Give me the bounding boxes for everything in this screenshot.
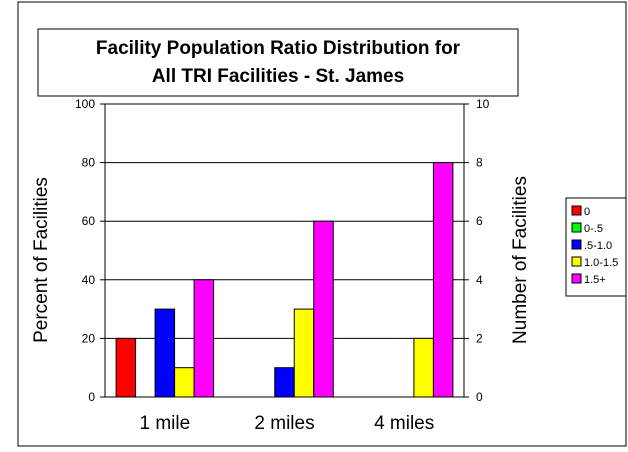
legend-swatch xyxy=(571,222,582,233)
y-tick-label: 40 xyxy=(82,273,96,287)
y-tick-label: 60 xyxy=(82,214,96,228)
legend-swatch xyxy=(571,239,582,250)
bar-1-5--2 xyxy=(432,162,454,398)
chart-title-line-2: All TRI Facilities - St. James xyxy=(152,66,404,87)
x-tick-label: 2 miles xyxy=(254,413,314,434)
legend-label: 1.5+ xyxy=(584,274,606,286)
bar-1-0-1-5-2 xyxy=(413,337,434,398)
legend-swatch xyxy=(571,273,582,284)
bars xyxy=(115,162,454,398)
y2-axis-label: Number of Facilities xyxy=(510,176,531,344)
bar-1-0-1-5-0 xyxy=(174,367,195,398)
bar--5-1-0-1 xyxy=(274,367,295,398)
y2-tick-label: 0 xyxy=(476,390,483,404)
x-axis-labels: 1 mile 2 miles 4 miles xyxy=(139,413,434,434)
right-axis-ticks: 0 2 4 6 8 10 xyxy=(464,97,490,404)
legend-swatch xyxy=(571,256,582,267)
y-tick-label: 20 xyxy=(82,331,96,345)
y2-tick-label: 4 xyxy=(476,273,483,287)
bar--5-1-0-0 xyxy=(154,308,176,398)
y-tick-label: 100 xyxy=(75,97,95,111)
bar-0-0 xyxy=(115,337,137,398)
y2-tick-label: 8 xyxy=(476,156,483,170)
y2-tick-label: 6 xyxy=(476,214,483,228)
title-box xyxy=(37,28,519,97)
y-tick-label: 0 xyxy=(88,390,95,404)
legend-swatch xyxy=(571,205,582,216)
y-axis-label: Percent of Facilities xyxy=(31,177,52,343)
bar-1-5--0 xyxy=(193,279,215,398)
bar-1-0-1-5-1 xyxy=(293,308,315,398)
y2-tick-label: 2 xyxy=(476,331,483,345)
y-tick-label: 80 xyxy=(82,156,96,170)
legend-label: 0-.5 xyxy=(584,223,603,235)
legend-label: 0 xyxy=(584,206,590,218)
y2-tick-label: 10 xyxy=(476,97,490,111)
legend-label: 1.0-1.5 xyxy=(584,257,618,269)
bar-1-5--1 xyxy=(313,220,334,398)
chart-title-line-1: Facility Population Ratio Distribution f… xyxy=(96,38,461,59)
x-tick-label: 4 miles xyxy=(374,413,434,434)
left-axis-ticks: 0 20 40 60 80 100 xyxy=(75,97,105,404)
legend-label: .5-1.0 xyxy=(584,240,612,252)
legend: 0 0-.5 .5-1.0 1.0-1.5 1.5+ xyxy=(565,197,627,297)
x-tick-label: 1 mile xyxy=(139,413,190,434)
